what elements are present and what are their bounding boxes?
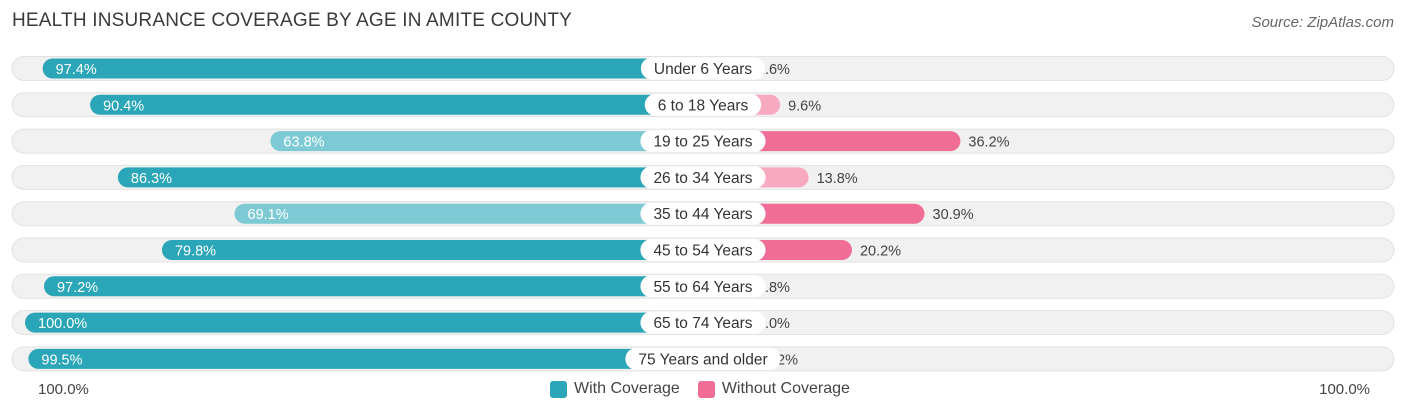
legend-item-with-coverage: With Coverage <box>550 380 680 398</box>
legend-label-with: With Coverage <box>574 380 680 397</box>
value-label-without: 2.6% <box>757 62 790 78</box>
bar-with-coverage <box>117 167 704 188</box>
value-label-without: 30.9% <box>933 207 974 223</box>
category-label: 65 to 74 Years <box>653 315 752 332</box>
bar-with-coverage <box>43 276 703 297</box>
category-pill <box>644 93 762 116</box>
value-label-with: 90.4% <box>103 98 144 114</box>
chart-title: HEALTH INSURANCE COVERAGE BY AGE IN AMIT… <box>12 10 573 31</box>
bar-with-coverage <box>161 240 703 260</box>
bar-with-coverage <box>42 58 704 79</box>
bar-with-coverage <box>90 94 703 115</box>
value-label-without: 9.6% <box>788 98 821 114</box>
category-label: 45 to 54 Years <box>653 243 752 260</box>
value-label-with: 100.0% <box>38 316 87 332</box>
value-label-with: 99.5% <box>41 352 82 368</box>
category-pill <box>640 57 766 80</box>
category-label: Under 6 Years <box>654 61 752 78</box>
category-pill <box>640 166 766 189</box>
value-label-with: 69.1% <box>248 207 289 223</box>
category-label: 6 to 18 Years <box>658 97 749 114</box>
value-label-without: 13.8% <box>817 171 858 187</box>
legend-label-without: Without Coverage <box>721 380 850 397</box>
category-label: 55 to 64 Years <box>653 279 752 296</box>
category-pill <box>640 130 766 153</box>
bar-with-coverage <box>234 203 703 224</box>
value-label-without: 36.2% <box>968 135 1009 151</box>
category-label: 26 to 34 Years <box>653 170 752 187</box>
category-label: 35 to 44 Years <box>653 206 752 223</box>
bar-with-coverage <box>28 348 703 369</box>
category-pill <box>640 202 766 225</box>
bar-without-coverage <box>703 131 961 152</box>
axis-right-label: 100.0% <box>1319 381 1370 398</box>
bar-with-coverage <box>270 131 703 152</box>
value-label-without: 20.2% <box>860 244 901 260</box>
bar-with-coverage <box>25 312 703 333</box>
value-label-with: 97.2% <box>57 280 98 296</box>
legend-swatch-without <box>697 380 715 398</box>
category-pill <box>640 275 766 298</box>
legend: With Coverage Without Coverage <box>550 380 868 398</box>
category-pill <box>625 347 781 370</box>
source-label: Source: ZipAtlas.com <box>1251 14 1394 31</box>
value-label-with: 86.3% <box>131 171 172 187</box>
chart: 97.4% 2.6% Under 6 Years 90.4% 9.6% 6 to 18 Y… <box>11 56 1395 372</box>
axis-left-label: 100.0% <box>38 381 89 398</box>
value-label-with: 97.4% <box>56 62 97 78</box>
category-label: 75 Years and older <box>638 351 767 368</box>
value-label-with: 79.8% <box>175 244 216 260</box>
value-label-with: 63.8% <box>283 135 324 151</box>
legend-swatch-with <box>550 380 567 398</box>
category-pill <box>640 239 766 261</box>
category-pill <box>640 311 766 334</box>
category-label: 19 to 25 Years <box>653 134 752 151</box>
legend-item-without-coverage: Without Coverage <box>697 380 850 398</box>
